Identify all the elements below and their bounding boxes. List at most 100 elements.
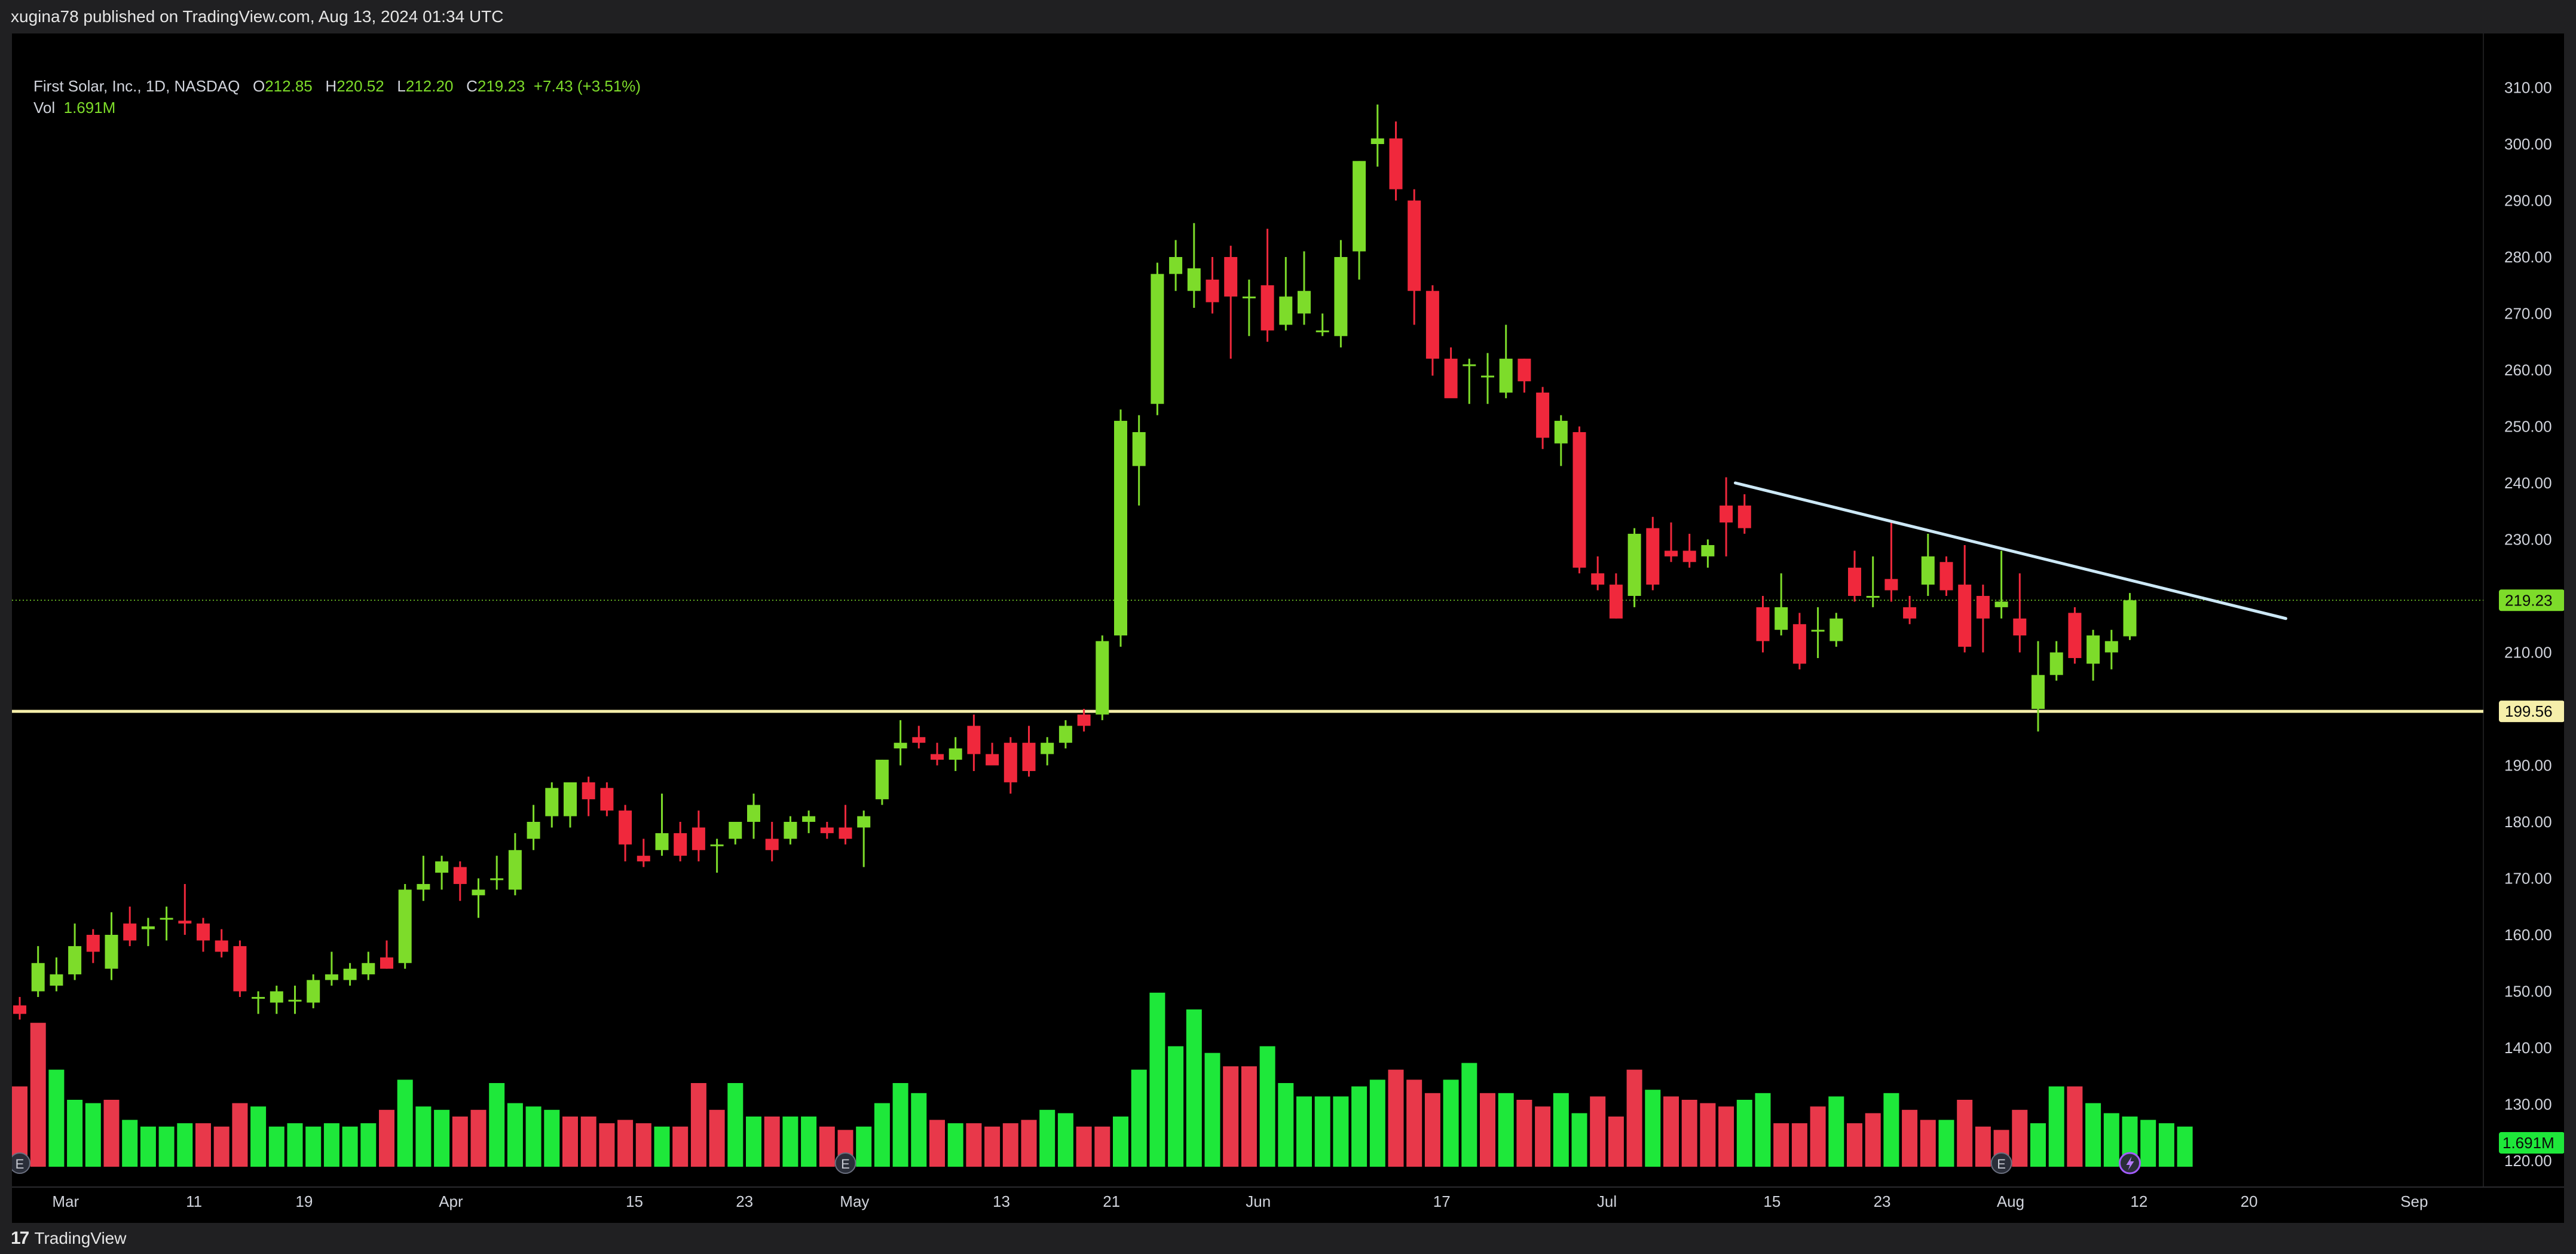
volume-bar	[801, 1117, 817, 1167]
date-tick-label: 23	[736, 1192, 753, 1210]
candle-body	[1334, 257, 1348, 337]
candle-body	[894, 742, 907, 749]
volume-bar	[452, 1117, 468, 1167]
volume-bar	[342, 1126, 358, 1167]
candle-body	[1224, 257, 1238, 297]
earnings-icon-label: E	[16, 1157, 25, 1172]
volume-bar	[892, 1083, 908, 1167]
candle-body	[1591, 573, 1605, 585]
volume-bar	[250, 1106, 267, 1167]
price-tick-label: 230.00	[2504, 531, 2552, 549]
volume-bar	[1002, 1123, 1018, 1167]
volume-bar	[1424, 1093, 1440, 1167]
candle-body	[564, 782, 577, 816]
volume-bar	[1278, 1083, 1294, 1167]
volume-bar	[929, 1120, 945, 1167]
earnings-icon-label: E	[1997, 1157, 2006, 1172]
volume-bar	[470, 1109, 487, 1167]
candle-body	[472, 889, 485, 895]
candle-body	[545, 788, 559, 816]
volume-bar	[195, 1123, 211, 1167]
candlestick-chart[interactable]: 120.00 130.00 140.00 150.00 160.00 170.00 180.…	[12, 33, 2564, 1223]
volume-bar	[140, 1126, 156, 1167]
date-tick-label: 13	[993, 1192, 1010, 1210]
candle-body	[270, 991, 283, 1003]
candle-body	[820, 827, 834, 833]
volume-bar	[1039, 1109, 1056, 1167]
volume-bar	[85, 1103, 101, 1167]
candle-body	[1004, 742, 1017, 782]
volume-bar	[819, 1126, 835, 1167]
date-tick-label: 23	[1874, 1192, 1891, 1210]
price-tick-label: 290.00	[2504, 192, 2552, 210]
candle-body	[343, 968, 357, 980]
high-value: 220.52	[336, 77, 384, 95]
last-price-label: 219.23	[2505, 591, 2553, 609]
price-tick-label: 310.00	[2504, 79, 2552, 97]
candle-body	[1187, 268, 1201, 291]
volume-bar	[1773, 1123, 1789, 1167]
volume-bar	[2177, 1126, 2193, 1167]
earnings-icon-label: E	[841, 1157, 850, 1172]
volume-bar	[434, 1109, 450, 1167]
candle-body	[86, 935, 100, 952]
volume-bar	[1131, 1069, 1147, 1167]
volume-bar	[177, 1123, 193, 1167]
candle-body	[362, 963, 375, 975]
volume-bar	[525, 1106, 541, 1167]
earnings-icon	[1990, 1152, 2012, 1174]
volume-bar	[1810, 1106, 1826, 1167]
volume-bar	[580, 1117, 596, 1167]
candle-body	[105, 935, 118, 969]
volume-bar	[507, 1103, 523, 1167]
tradingview-logo[interactable]: 17 TradingView	[11, 1228, 126, 1249]
volume-bar	[966, 1123, 982, 1167]
volume-last-label-bg	[2499, 1132, 2564, 1154]
candle-body	[1866, 596, 1880, 598]
volume-bar	[30, 1023, 46, 1167]
candle-body	[1792, 624, 1806, 664]
candle-body	[1463, 364, 1476, 366]
volume-bar	[1443, 1079, 1459, 1167]
candle-body	[1114, 421, 1127, 636]
candle-body	[50, 974, 63, 986]
volume-bar	[232, 1103, 248, 1167]
footer: 17 TradingView	[0, 1223, 2576, 1254]
volume-bar	[1865, 1113, 1881, 1167]
candle-body	[1646, 528, 1660, 585]
volume-bar	[268, 1126, 284, 1167]
candle-body	[123, 923, 137, 941]
candle-body	[692, 827, 705, 851]
volume-bar	[323, 1123, 339, 1167]
date-tick-label: 15	[626, 1192, 643, 1210]
volume-bar	[1957, 1100, 1973, 1167]
volume-bar	[1975, 1126, 1991, 1167]
candle-body	[2123, 600, 2137, 637]
date-tick-label: Sep	[2400, 1192, 2428, 1210]
candle-body	[160, 917, 173, 920]
date-tick-label: 19	[295, 1192, 313, 1210]
candle-body	[1737, 505, 1751, 528]
candle-body	[490, 878, 504, 880]
publish-header: xugina78 published on TradingView.com, A…	[0, 0, 2576, 33]
candle-body	[1261, 285, 1274, 331]
volume-bar	[1186, 1009, 1202, 1167]
volume-bar	[1168, 1046, 1184, 1167]
candle-body	[31, 963, 45, 992]
support-level-label-bg	[2499, 701, 2564, 723]
candle-body	[912, 737, 926, 743]
volume-bar	[1681, 1100, 1697, 1167]
volume-bar	[782, 1117, 799, 1167]
candle-body	[875, 760, 889, 800]
candle-body	[307, 980, 320, 1003]
price-tick-label: 210.00	[2504, 644, 2552, 662]
candle-body	[1096, 641, 1109, 715]
candle-body	[619, 810, 632, 845]
symbol-name[interactable]: First Solar, Inc., 1D, NASDAQ	[33, 77, 240, 95]
candle-body	[1958, 585, 1972, 647]
candle-body	[765, 839, 779, 851]
volume-bar	[2158, 1123, 2174, 1167]
chart-frame[interactable]: First Solar, Inc., 1D, NASDAQ O212.85 H2…	[12, 33, 2564, 1223]
price-tick-label: 280.00	[2504, 248, 2552, 266]
candle-body	[2032, 675, 2045, 709]
